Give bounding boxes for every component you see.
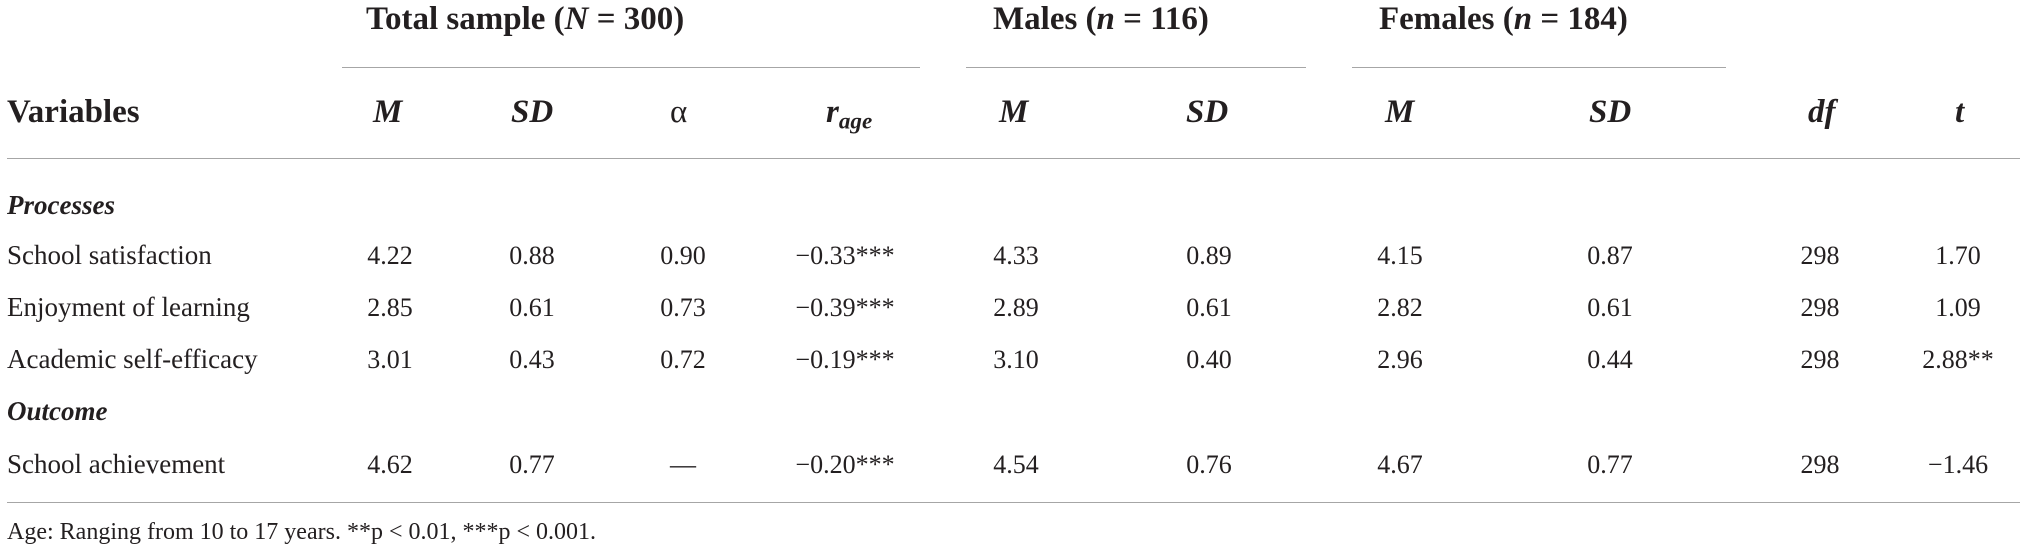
table-bottom-rule xyxy=(7,502,2020,503)
column-header-alpha: α xyxy=(670,94,688,130)
column-header-r-age: rage xyxy=(826,94,873,134)
group-rule-females xyxy=(1352,67,1726,68)
column-header-total-m: M xyxy=(373,94,403,130)
column-header-t: t xyxy=(1955,94,1965,130)
column-header-df: df xyxy=(1808,94,1836,130)
section-label-outcome: Outcome xyxy=(7,396,108,426)
group-header-total: Total sample (N = 300) xyxy=(366,1,685,37)
group-header-males: Males (n = 116) xyxy=(993,1,1209,37)
header-rule xyxy=(7,158,2020,159)
column-header-females-sd: SD xyxy=(1589,94,1632,130)
column-header-females-m: M xyxy=(1385,94,1415,130)
table-footnote: Age: Ranging from 10 to 17 years. **p < … xyxy=(7,519,597,545)
row-label-school-satisfaction: School satisfaction xyxy=(7,240,212,270)
column-header-males-sd: SD xyxy=(1186,94,1229,130)
column-header-total-sd: SD xyxy=(511,94,554,130)
section-label-processes: Processes xyxy=(7,190,115,220)
row-label-academic-self-efficacy: Academic self-efficacy xyxy=(7,344,258,374)
row-label-enjoyment-of-learning: Enjoyment of learning xyxy=(7,292,250,322)
group-rule-males xyxy=(966,67,1306,68)
column-header-males-m: M xyxy=(999,94,1029,130)
group-header-females: Females (n = 184) xyxy=(1379,1,1628,37)
column-header-variables: Variables xyxy=(7,94,140,130)
group-rule-total xyxy=(342,67,920,68)
row-label-school-achievement: School achievement xyxy=(7,449,226,479)
